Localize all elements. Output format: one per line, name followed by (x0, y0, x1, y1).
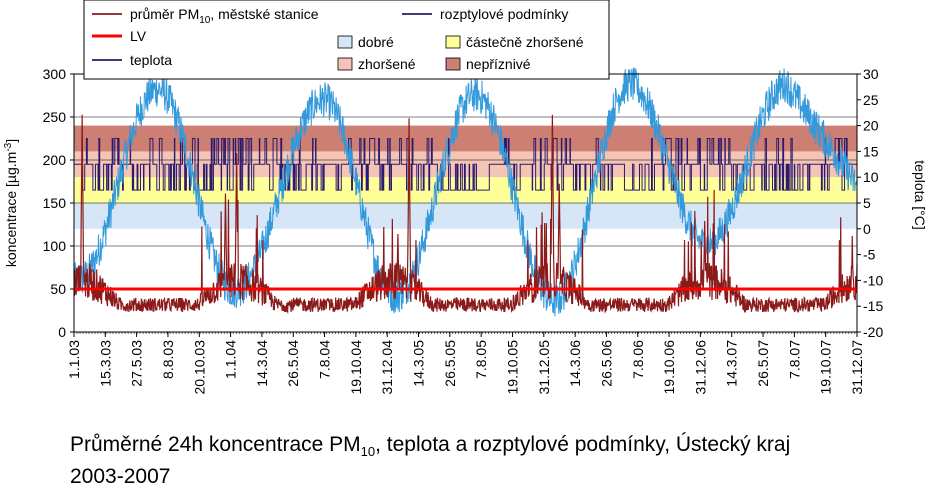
legend-label-2: LV (130, 28, 147, 44)
temperature-line (73, 67, 858, 317)
x-tick-label-17: 26.5.06 (598, 340, 614, 387)
legend-label-1: rozptylové podmínky (440, 6, 568, 22)
legend-label-text-7: nepříznivé (466, 56, 531, 72)
y2-tick-label-7: 15 (863, 143, 879, 159)
x-tick-label-23: 7.8.07 (786, 340, 802, 379)
chart-caption: Průměrné 24h koncentrace PM10, teplota a… (70, 432, 790, 489)
x-tick-label-14: 19.10.05 (504, 340, 520, 395)
legend-label-3: dobré (358, 34, 394, 50)
x-tick-label-2: 27.5.03 (129, 340, 145, 387)
x-tick-label-18: 7.8.06 (630, 340, 646, 379)
y-axis-label: koncentrace [µg.m-3] (3, 139, 19, 267)
y2-tick-label-2: -10 (863, 272, 883, 288)
y2-tick-label-8: 20 (863, 118, 879, 134)
y-tick-label-1: 50 (50, 281, 66, 297)
x-tick-label-1: 15.3.03 (97, 340, 113, 387)
legend-swatch-6 (337, 57, 353, 71)
x-tick-label-13: 7.8.05 (473, 340, 489, 379)
x-tick-label-8: 7.8.04 (317, 340, 333, 379)
legend-label-text-2: LV (130, 28, 147, 44)
x-tick-label-9: 19.10.04 (348, 340, 364, 395)
y2-tick-label-3: -5 (863, 247, 876, 263)
y-tick-label-2: 100 (43, 238, 67, 254)
y-axis-label-end: ] (3, 139, 19, 143)
legend-label-0: průměr PM10, městské stanice (130, 6, 319, 26)
legend-label-text-4: částečně zhoršené (466, 34, 584, 50)
y2-tick-label-0: -20 (863, 324, 883, 340)
x-tick-label-24: 19.10.07 (818, 340, 834, 395)
x-tick-label-4: 20.10.03 (191, 340, 207, 395)
x-tick-label-0: 1.1.03 (66, 340, 82, 379)
x-tick-label-16: 14.3.06 (567, 340, 583, 387)
x-tick-label-3: 8.8.03 (160, 340, 176, 379)
pm10-line (73, 114, 858, 315)
y2-tick-label-5: 5 (863, 195, 871, 211)
y2-tick-label-4: 0 (863, 221, 871, 237)
y-tick-label-0: 0 (58, 324, 66, 340)
legend-label-text-0: průměr PM (130, 6, 199, 22)
y-tick-label-4: 200 (43, 152, 67, 168)
legend-swatch-7 (445, 57, 461, 71)
legend-label-4: částečně zhoršené (466, 34, 584, 50)
legend-label-text-1: rozptylové podmínky (440, 6, 568, 22)
x-tick-label-12: 26.5.05 (442, 340, 458, 387)
caption-title-main: Průměrné 24h koncentrace PM (70, 433, 361, 456)
legend-swatch-3 (337, 35, 353, 49)
legend-label-text-3: dobré (358, 34, 394, 50)
x-tick-label-15: 31.12.05 (536, 340, 552, 395)
caption-title-sub: 10 (360, 444, 376, 460)
caption-title-line2: 2003-2007 (70, 465, 171, 489)
x-tick-label-10: 31.12.04 (379, 340, 395, 395)
legend-label-7: nepříznivé (466, 56, 531, 72)
chart: 0 50 100 150 200 250 300 -20 -15 -10 -5 0 5 10 15 20 25 3… (3, 0, 928, 395)
y2-tick-label-10: 30 (863, 66, 879, 82)
legend-label-sub-0: 10 (199, 15, 211, 26)
y-axis-label-sup: -3 (3, 142, 14, 151)
y-tick-label-6: 300 (43, 66, 67, 82)
y2-tick-label-9: 25 (863, 92, 879, 108)
legend-label-rest-0: , městské stanice (210, 6, 318, 22)
x-tick-label-20: 31.12.06 (692, 340, 708, 395)
x-tick-label-22: 26.5.07 (755, 340, 771, 387)
legend-label-text-6: zhoršené (358, 56, 416, 72)
x-tick-label-21: 14.3.07 (724, 340, 740, 387)
y-tick-label-5: 250 (43, 109, 67, 125)
dispersion-line (74, 138, 857, 191)
x-tick-label-5: 1.1.04 (223, 340, 239, 379)
x-tick-label-25: 31.12.07 (849, 340, 865, 395)
caption-title-rest: , teplota a rozptylové podmínky, Ústecký… (375, 433, 791, 456)
y2-axis-label: teplota [°C] (912, 160, 928, 229)
legend-label-text-5: teplota (130, 52, 172, 68)
x-tick-label-19: 19.10.06 (661, 340, 677, 395)
y2-tick-label-6: 10 (863, 169, 879, 185)
band-3 (74, 125, 857, 152)
y-tick-label-3: 150 (43, 195, 67, 211)
x-tick-label-6: 14.3.04 (254, 340, 270, 387)
legend-label-6: zhoršené (358, 56, 416, 72)
y2-tick-label-1: -15 (863, 298, 883, 314)
x-tick-label-7: 26.5.04 (285, 340, 301, 387)
legend-swatch-4 (445, 35, 461, 49)
y-axis-label-text: koncentrace [µg.m (3, 152, 19, 267)
x-tick-label-11: 14.3.05 (411, 340, 427, 387)
band-0 (74, 203, 857, 229)
legend-label-5: teplota (130, 52, 172, 68)
